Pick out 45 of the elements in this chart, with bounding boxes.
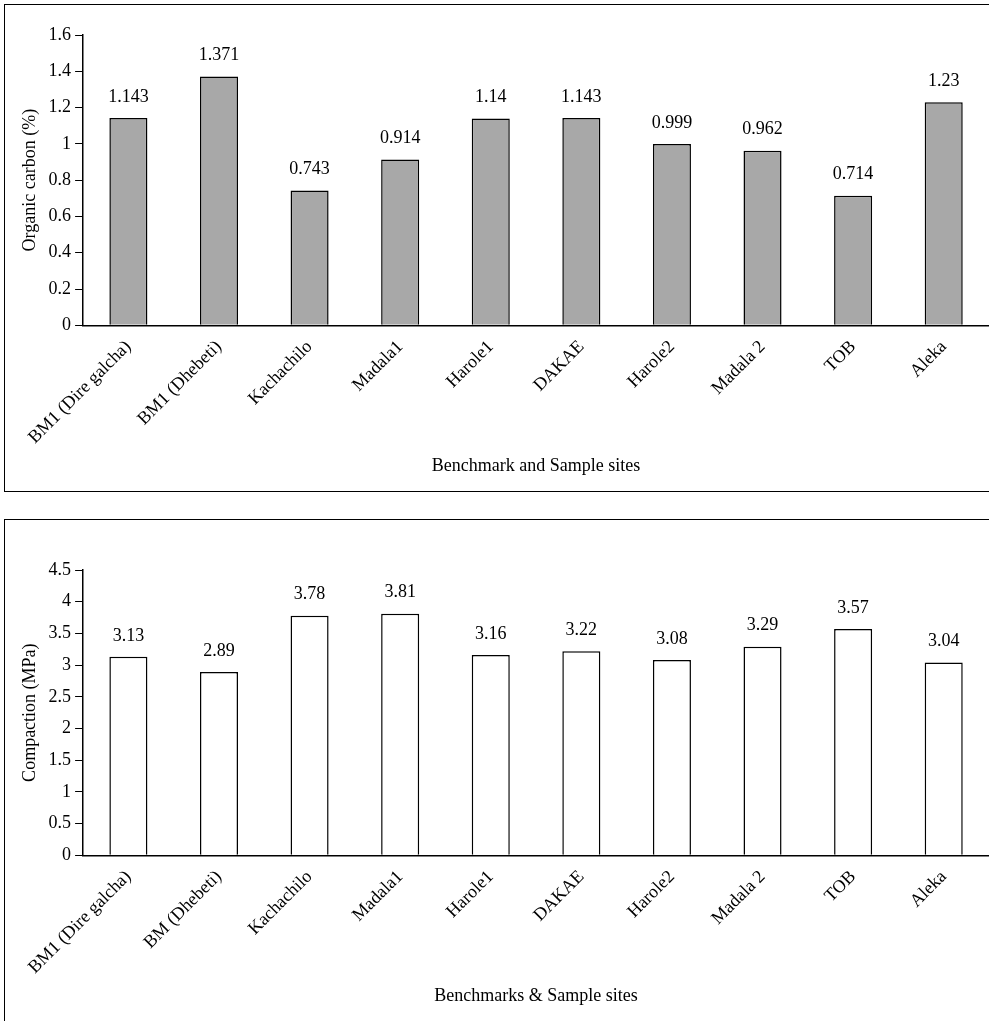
y-tick-label: 0.2 [48, 277, 72, 298]
y-tick-label: 0.6 [48, 205, 72, 226]
x-tick-label: TOB [819, 335, 860, 376]
data-label: 3.04 [927, 630, 960, 651]
data-label: 1.143 [561, 85, 602, 106]
data-label: 3.29 [746, 614, 779, 635]
x-axis-title: Benchmark and Sample sites [431, 454, 641, 475]
data-label: 0.914 [379, 127, 421, 148]
x-tick-label: TOB [819, 865, 860, 906]
y-tick-label: 4.5 [48, 558, 72, 579]
y-tick-label: 3 [62, 653, 72, 674]
y-tick-label: 1.6 [48, 23, 72, 44]
data-label: 1.23 [927, 69, 960, 90]
y-tick-label: 0 [62, 844, 72, 865]
y-tick-label: 1 [62, 132, 72, 153]
y-axis-title: Organic carbon (%) [18, 108, 40, 252]
data-label: 3.81 [384, 581, 416, 602]
y-tick-label: 1.2 [48, 96, 72, 117]
data-label: 0.743 [289, 158, 330, 179]
data-label: 1.14 [475, 86, 507, 107]
data-label: 3.08 [656, 627, 688, 648]
y-tick-label: 1 [62, 780, 72, 801]
y-tick-label: 0 [62, 314, 72, 335]
data-label: 3.57 [837, 596, 869, 617]
y-tick-label: 3.5 [48, 622, 72, 643]
y-tick-label: 0.8 [48, 168, 72, 189]
y-tick-label: 1.5 [48, 748, 72, 769]
data-label: 3.13 [112, 624, 145, 645]
data-label: 3.16 [475, 622, 507, 643]
y-tick-label: 0.4 [48, 241, 72, 262]
data-label: 3.22 [565, 618, 598, 639]
y-axis-title: Compaction (MPa) [18, 643, 40, 782]
y-tick-label: 4 [62, 590, 72, 611]
data-label: 3.78 [293, 583, 326, 604]
data-label: 0.962 [742, 118, 783, 139]
data-label: 1.371 [198, 44, 240, 65]
x-axis-title: Benchmarks & Sample sites [434, 984, 638, 1005]
data-label: 1.143 [108, 85, 149, 106]
y-tick-label: 0.5 [48, 812, 72, 833]
y-tick-label: 2 [62, 717, 72, 738]
data-label: 2.89 [203, 639, 235, 660]
y-tick-label: 1.4 [48, 60, 72, 81]
data-label: 0.714 [832, 163, 874, 184]
y-tick-label: 2.5 [48, 685, 72, 706]
data-label: 0.999 [651, 111, 693, 132]
